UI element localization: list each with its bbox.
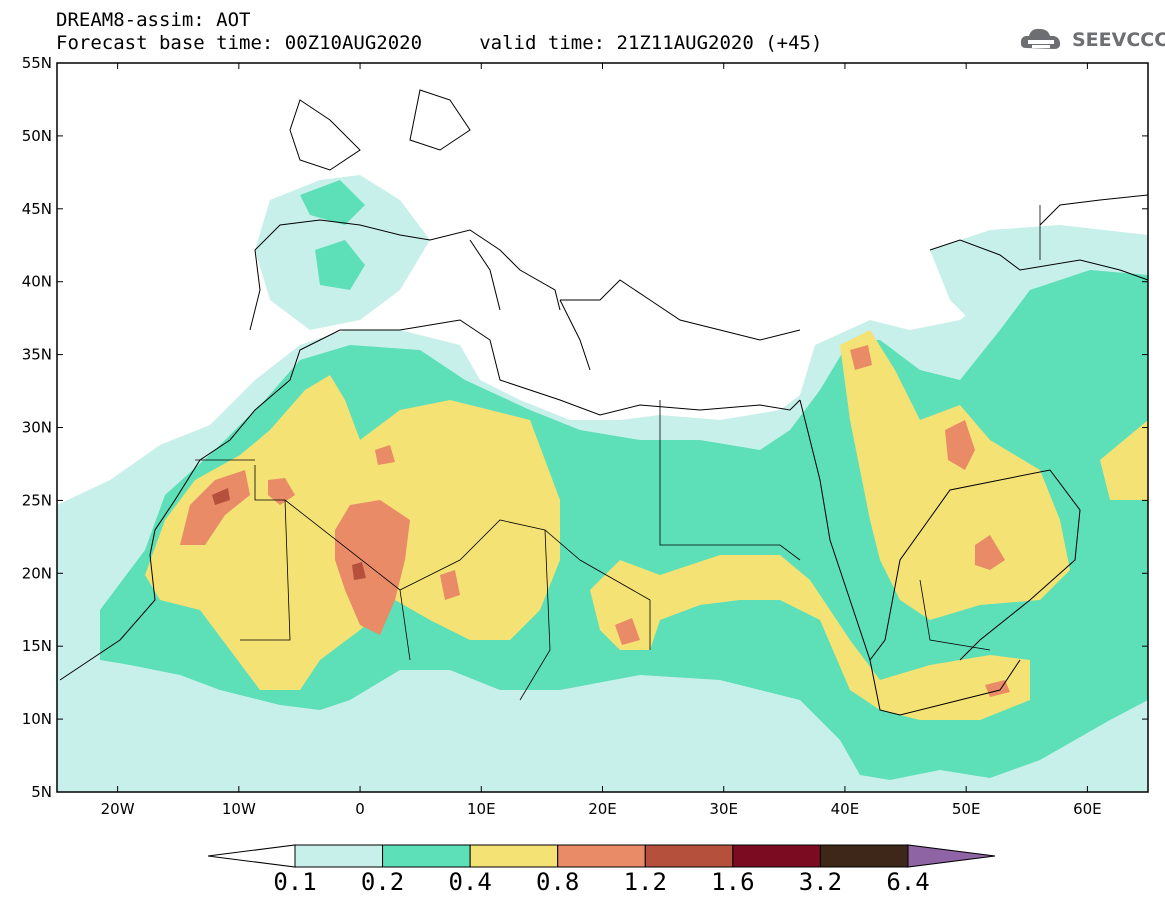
colorbar-swatch <box>644 844 734 868</box>
lon-tick-label: 30E <box>709 800 738 818</box>
lon-tick-label: 50E <box>952 800 981 818</box>
lon-tick-label: 10E <box>467 800 496 818</box>
lon-tick-label: 20W <box>101 800 135 818</box>
colorbar-level-label: 1.2 <box>623 868 667 896</box>
lon-tick-label: 10W <box>222 800 256 818</box>
colorbar-level-label: 0.4 <box>448 868 492 896</box>
colorbar <box>207 844 996 868</box>
longitude-axis: 20W 10W 0 10E 20E 30E 40E 50E 60E <box>101 63 1102 818</box>
aot-band-0-2 <box>300 180 365 225</box>
lat-tick-label: 10N <box>22 710 52 728</box>
logo-text: SEEVCCC <box>1072 29 1165 51</box>
lat-tick-label: 50N <box>22 127 52 145</box>
colorbar-level-label: 1.6 <box>711 868 755 896</box>
lat-tick-label: 20N <box>22 564 52 582</box>
aot-band-0-4 <box>1100 420 1148 500</box>
colorbar-low-arrow <box>207 844 296 868</box>
latitude-axis: 55N 50N 45N 40N 35N 30N 25N 20N 15N 10N 5N <box>22 54 1148 801</box>
colorbar-swatch <box>382 844 471 868</box>
aot-band-0-8 <box>180 470 250 545</box>
lat-tick-label: 15N <box>22 637 52 655</box>
lat-tick-label: 30N <box>22 419 52 437</box>
lon-tick-label: 0 <box>355 800 365 818</box>
colorbar-level-label: 3.2 <box>798 868 843 896</box>
chart-title: DREAM8-assim: AOT <box>56 9 251 31</box>
aot-band-0-8 <box>975 535 1005 570</box>
colorbar-level-label: 0.2 <box>360 868 405 896</box>
lat-tick-label: 25N <box>22 491 52 509</box>
aot-band-0-8 <box>440 570 460 600</box>
lat-tick-label: 5N <box>31 783 52 801</box>
lon-tick-label: 60E <box>1073 800 1102 818</box>
aot-band-1-2 <box>352 562 366 580</box>
aot-band-0-4 <box>840 330 1070 620</box>
aot-fields <box>57 89 1148 792</box>
aot-band-0-4 <box>590 555 1030 720</box>
aot-band-0-8 <box>945 420 975 470</box>
coastlines <box>59 89 1148 716</box>
aot-band-0-2 <box>315 240 365 290</box>
colorbar-level-label: 0.1 <box>273 868 317 896</box>
aot-band-0-8 <box>850 345 872 370</box>
colorbar-swatch <box>732 844 821 868</box>
colorbar-swatch <box>557 844 646 868</box>
aot-band-1-2 <box>212 488 230 505</box>
lat-tick-label: 40N <box>22 273 52 291</box>
aot-band-0-8 <box>335 500 410 635</box>
lon-tick-label: 40E <box>831 800 860 818</box>
colorbar-swatch <box>819 844 909 868</box>
lon-tick-label: 20E <box>588 800 617 818</box>
colorbar-level-label: 6.4 <box>886 868 930 896</box>
cloud-icon <box>1020 28 1061 49</box>
colorbar-high-arrow <box>907 844 996 868</box>
country-borders <box>195 205 1041 701</box>
colorbar-swatch <box>294 844 384 868</box>
lat-tick-label: 45N <box>22 200 52 218</box>
lat-tick-label: 55N <box>22 54 52 72</box>
aot-band-0-8 <box>615 618 640 645</box>
lat-tick-label: 35N <box>22 346 52 364</box>
colorbar-swatch <box>469 844 559 868</box>
aot-band-0-8 <box>375 445 395 465</box>
colorbar-level-label: 0.8 <box>536 868 580 896</box>
forecast-time-line: Forecast base time: 00Z10AUG2020 valid t… <box>56 32 823 54</box>
aot-band-0-8 <box>268 478 295 505</box>
